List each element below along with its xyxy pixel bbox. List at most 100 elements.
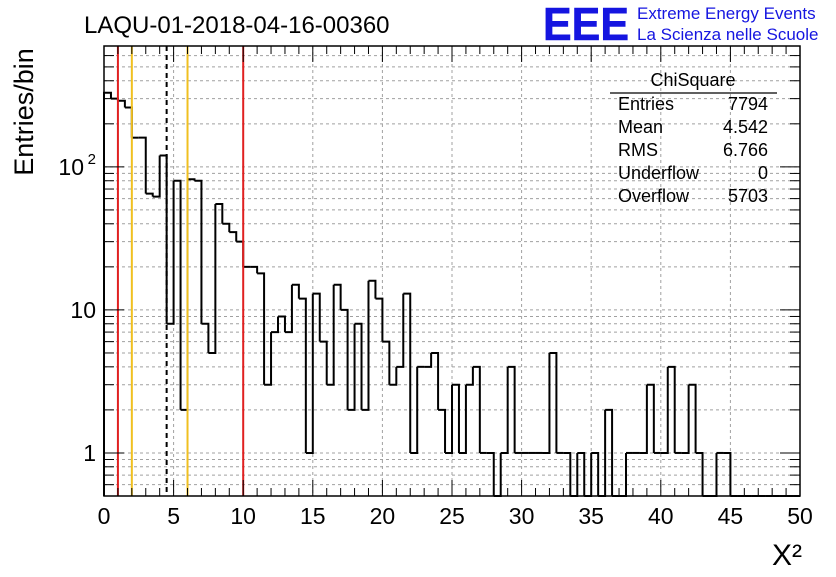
y-tick-label: 10 [58, 154, 84, 180]
stats-label-overflow: Overflow [618, 186, 690, 206]
histogram-bin [264, 332, 273, 386]
histogram-bin [201, 322, 210, 353]
stats-value-underflow: 0 [758, 163, 768, 183]
histogram-bin [639, 384, 648, 454]
x-tick-label: 25 [439, 503, 465, 529]
histogram-bin [236, 240, 245, 267]
histogram-bin [458, 384, 467, 454]
x-tick-label: 10 [230, 503, 256, 529]
histogram-bin [180, 179, 189, 411]
histogram-bin [305, 293, 314, 454]
logo-line-1: Extreme Energy Events [637, 4, 816, 23]
histogram-bin [319, 340, 328, 385]
histogram-bin [333, 283, 342, 310]
histogram-bin [577, 451, 586, 496]
histogram-bin [389, 366, 398, 386]
logo-text: EEE [543, 0, 629, 50]
histogram-bin [368, 279, 377, 299]
x-tick-label: 50 [787, 503, 813, 529]
stats-label-rms: RMS [618, 140, 658, 160]
stats-value-mean: 4.542 [723, 117, 768, 137]
histogram-bin [591, 451, 600, 496]
y-tick-label: 10 [70, 297, 96, 323]
histogram-bin [340, 308, 349, 410]
x-tick-label: 35 [578, 503, 604, 529]
histogram-bin [326, 284, 335, 386]
histogram-bin [298, 297, 307, 453]
histogram-bin [660, 366, 669, 454]
histogram-bin [465, 366, 474, 386]
histogram-bin [229, 231, 238, 242]
histogram-bin [688, 383, 697, 453]
histogram-bin [667, 365, 676, 453]
x-tick-label: 40 [648, 503, 674, 529]
histogram-bin [396, 293, 405, 368]
histogram-bin [438, 408, 447, 453]
histogram-bin [507, 365, 516, 453]
stats-title: ChiSquare [650, 70, 735, 90]
stats-value-entries: 7794 [728, 94, 768, 114]
histogram-bin [605, 408, 614, 496]
stats-label-mean: Mean [618, 117, 663, 137]
histogram-bin [215, 203, 224, 224]
histogram-bin [284, 284, 293, 334]
histogram-bin [103, 91, 112, 496]
histogram-bin [472, 365, 481, 453]
logo-line-2: La Scienza nelle Scuole [637, 25, 818, 44]
histogram-bin [681, 384, 690, 454]
histogram-bin [375, 297, 384, 342]
histogram-bin [124, 106, 133, 138]
histogram-bin [500, 366, 509, 454]
histogram-bin [152, 155, 161, 198]
histogram-bin [291, 283, 300, 299]
histogram-bin [194, 179, 203, 324]
histogram-bin [403, 292, 412, 453]
histogram-bin [354, 322, 363, 410]
histogram-bin [222, 222, 231, 233]
marker-lines-layer [116, 46, 245, 496]
histogram-bin [382, 340, 391, 385]
stats-label-underflow: Underflow [618, 163, 700, 183]
histogram-bin [646, 383, 655, 453]
histogram-bin [695, 451, 704, 496]
histogram-bin [452, 383, 460, 453]
x-tick-label: 30 [509, 503, 535, 529]
y-tick-label-exponent: 2 [88, 151, 96, 168]
histogram-bin [542, 352, 551, 454]
eee-logo: EEE Extreme Energy Events La Scienza nel… [543, 0, 819, 50]
stats-label-entries: Entries [618, 94, 674, 114]
histogram-bin [445, 384, 453, 454]
stats-value-rms: 6.766 [723, 140, 768, 160]
x-tick-label: 15 [300, 503, 326, 529]
x-tick-label: 45 [718, 503, 744, 529]
histogram-bin [145, 192, 154, 197]
stats-value-overflow: 5703 [728, 186, 768, 206]
histogram-bin [250, 265, 259, 274]
histogram-bin [312, 292, 321, 342]
histogram-bin [431, 351, 440, 410]
x-tick-label: 0 [98, 503, 111, 529]
histogram-bin [173, 179, 182, 410]
x-tick-label: 20 [370, 503, 396, 529]
histogram-bin [361, 280, 370, 411]
histogram-bin [563, 451, 572, 496]
histogram-bin [208, 204, 217, 354]
histogram-bin [424, 352, 433, 368]
histogram-bin [271, 316, 279, 334]
histogram-bin [549, 351, 558, 453]
chart-title: LAQU-01-2018-04-16-00360 [84, 12, 390, 39]
histogram-bin [410, 366, 419, 454]
x-tick-label: 5 [167, 503, 180, 529]
histogram-bin [138, 136, 147, 194]
histogram-bin [278, 315, 286, 333]
histogram-bin [257, 272, 266, 385]
histogram-bin [486, 451, 495, 496]
histogram-bin [117, 99, 126, 108]
histogram-bin [347, 323, 356, 411]
x-axis-label: X² [772, 539, 802, 572]
y-tick-label: 1 [83, 440, 96, 466]
histogram-bin [166, 180, 175, 325]
